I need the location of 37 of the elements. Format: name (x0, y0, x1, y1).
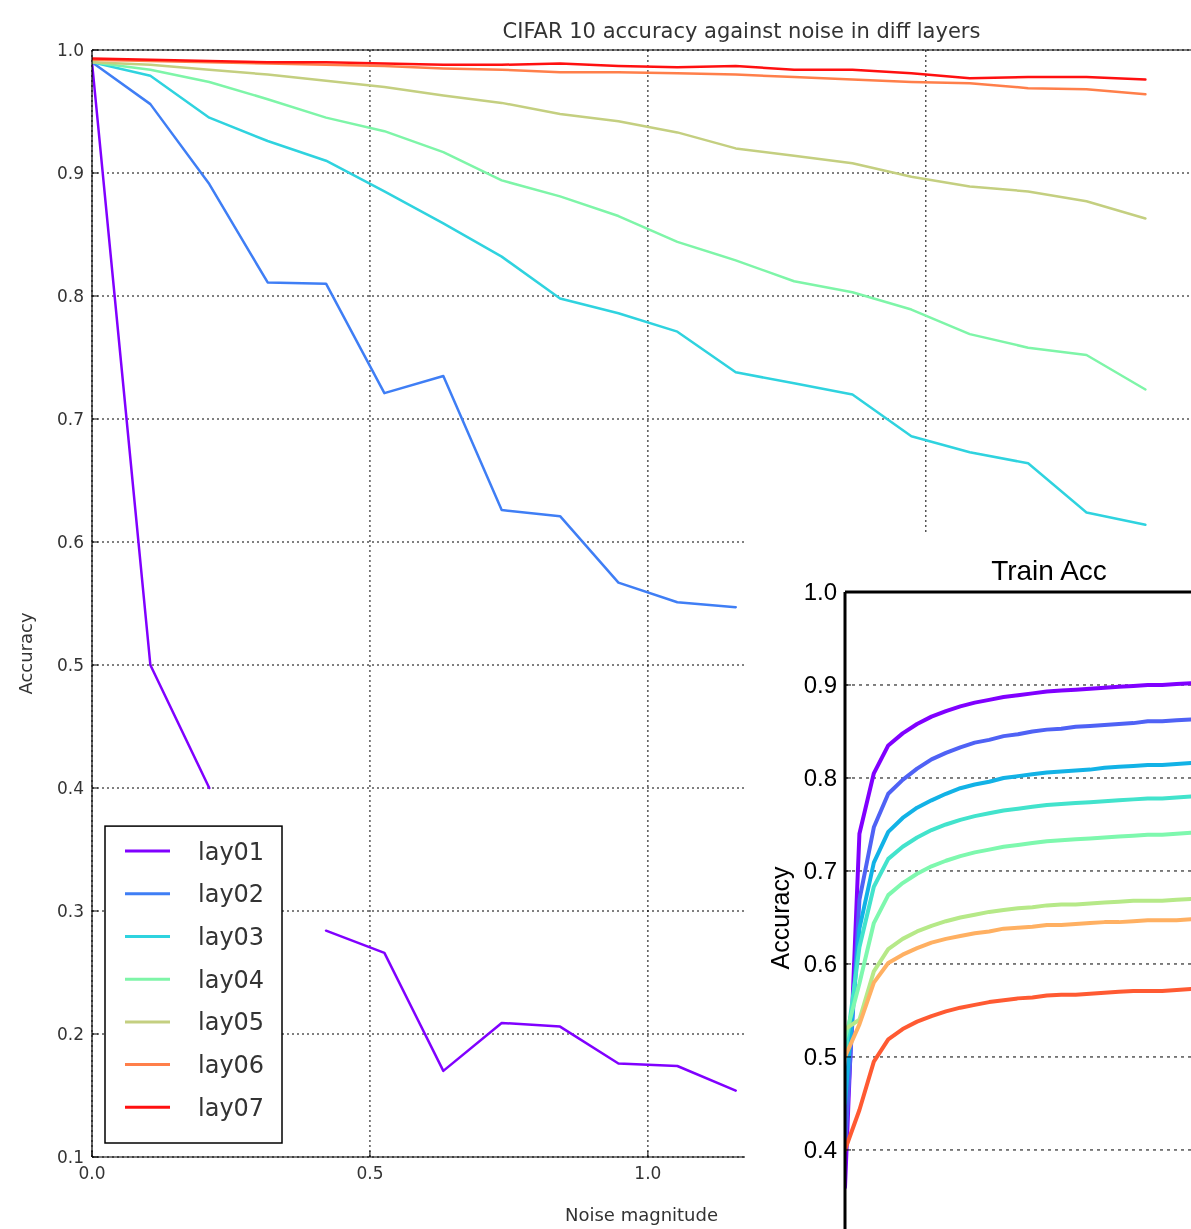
y-tick-label: 0.9 (803, 671, 837, 699)
y-tick-label: 0.7 (803, 857, 837, 885)
line-series (845, 896, 1191, 1032)
y-tick-label: 0.4 (56, 777, 84, 798)
legend-label: lay01 (198, 837, 265, 866)
y-tick-label: 0.6 (56, 531, 84, 552)
y-tick-label: 0.2 (56, 1023, 84, 1044)
legend-label: lay05 (198, 1008, 265, 1037)
y-tick-label: 0.5 (56, 654, 84, 675)
legend-label: lay02 (198, 880, 265, 909)
y-tick-label: 1.0 (56, 39, 84, 60)
legend-label: lay03 (198, 922, 265, 951)
x-tick-label: 0.5 (356, 1163, 384, 1183)
y-tick-label: 0.6 (803, 950, 837, 978)
legend-label: lay06 (198, 1051, 265, 1079)
legend-label: lay04 (198, 965, 265, 994)
y-tick-label: 0.8 (803, 764, 837, 792)
y-tick-label: 0.4 (803, 1136, 837, 1164)
y-axis-title: Accuracy (15, 612, 37, 695)
legend-label: lay07 (198, 1093, 265, 1122)
line-series (92, 61, 737, 609)
x-axis-title: Noise magnitude (564, 1204, 719, 1225)
y-tick-label: 0.7 (56, 408, 84, 429)
y-tick-label: 1.0 (803, 578, 837, 606)
line-series (92, 58, 1147, 96)
x-tick-label: 1.0 (634, 1163, 662, 1183)
chart-title: CIFAR 10 accuracy against noise in diff layers (502, 19, 981, 43)
chart-title: Train Acc (991, 555, 1107, 586)
line-series (92, 61, 1147, 220)
y-tick-label: 0.3 (56, 900, 84, 921)
line-series (92, 57, 1147, 81)
line-series (845, 987, 1191, 1152)
y-tick-label: 0.9 (56, 162, 84, 183)
y-tick-label: 0.8 (56, 285, 84, 306)
y-axis-title: Accuracy (766, 866, 795, 970)
y-tick-label: 0.5 (803, 1043, 837, 1071)
line-series (845, 917, 1191, 1059)
